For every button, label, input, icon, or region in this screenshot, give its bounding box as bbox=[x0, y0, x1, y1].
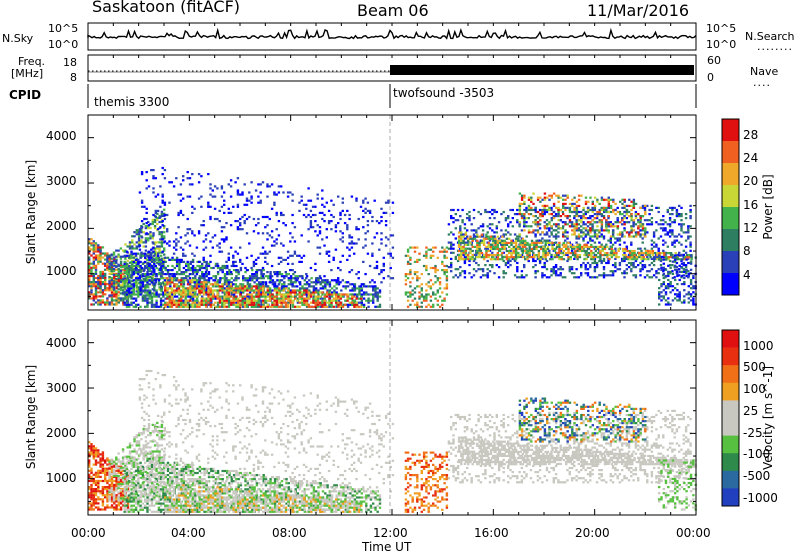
velocity-colorbar-frame bbox=[721, 329, 740, 507]
colorbar-band bbox=[722, 418, 739, 436]
power-ylabel: Slant Range [km] bbox=[24, 160, 38, 264]
noise-right-tick-top: 10^5 bbox=[706, 22, 737, 35]
colorbar-band bbox=[722, 488, 739, 507]
velocity-ytick-3000: 3000 bbox=[46, 381, 77, 395]
beam-title: Beam 06 bbox=[357, 1, 429, 20]
velocity-cbar-tick-minus1000: -1000 bbox=[743, 491, 778, 505]
xtick-0400: 04:00 bbox=[171, 526, 206, 540]
cpid-label: CPID bbox=[9, 88, 42, 102]
velocity-ytick-1000: 1000 bbox=[46, 471, 77, 485]
nsearch-label: N.Search bbox=[745, 30, 795, 43]
colorbar-band bbox=[722, 470, 739, 489]
power-ytick-3000: 3000 bbox=[46, 174, 77, 188]
noise-left-tick-bottom: 10^0 bbox=[48, 38, 79, 51]
freq-unit-label: [MHz] bbox=[11, 67, 44, 80]
power-cbar-tick-16: 16 bbox=[743, 198, 759, 212]
colorbar-band bbox=[722, 229, 739, 252]
power-colorbar-frame bbox=[721, 118, 740, 296]
velocity-panel bbox=[87, 319, 697, 516]
nave-label: Nave bbox=[750, 65, 779, 78]
xtick-1200: 12:00 bbox=[373, 526, 408, 540]
xtick-0000: 00:00 bbox=[71, 526, 106, 540]
power-ytick-1000: 1000 bbox=[46, 264, 77, 278]
xtick-2400: 00:00 bbox=[676, 526, 711, 540]
colorbar-band bbox=[722, 119, 739, 142]
colorbar-band bbox=[722, 400, 739, 419]
velocity-cbar-tick-1000: 1000 bbox=[743, 339, 774, 353]
velocity-colorbar bbox=[722, 330, 739, 507]
nsky-label: N.Sky bbox=[2, 32, 34, 45]
velocity-cbar-tick-100: 100 bbox=[743, 382, 766, 396]
nave-block-twofsound bbox=[390, 65, 694, 75]
velocity-ytick-4000: 4000 bbox=[46, 336, 77, 350]
power-cbar-tick-20: 20 bbox=[743, 174, 759, 188]
colorbar-band bbox=[722, 330, 739, 348]
nave-dots: .... bbox=[753, 76, 771, 89]
power-cbar-tick-28: 28 bbox=[743, 128, 759, 142]
colorbar-band bbox=[722, 382, 739, 401]
colorbar-band bbox=[722, 207, 739, 230]
station-title: Saskatoon (fitACF) bbox=[92, 0, 241, 16]
velocity-cbar-tick-500: 500 bbox=[743, 360, 766, 374]
velocity-ylabel: Slant Range [km] bbox=[24, 365, 38, 469]
velocity-cbar-tick-minus25: -25 bbox=[743, 426, 763, 440]
colorbar-band bbox=[722, 435, 739, 454]
power-cbar-tick-8: 8 bbox=[743, 244, 751, 258]
colorbar-band bbox=[722, 251, 739, 274]
colorbar-band bbox=[722, 163, 739, 186]
power-ytick-2000: 2000 bbox=[46, 219, 77, 233]
xaxis-title: Time UT bbox=[362, 540, 412, 554]
cpid-label-themis: themis 3300 bbox=[94, 95, 170, 109]
cpid-label-twofsound: twofsound -3503 bbox=[393, 86, 495, 100]
noise-panel-frame bbox=[87, 22, 697, 51]
noise-left-tick-top: 10^5 bbox=[48, 22, 79, 35]
noise-right-tick-bottom: 10^0 bbox=[706, 38, 737, 51]
axis-ticks bbox=[87, 23, 697, 515]
freq-left-tick-bottom: 8 bbox=[70, 71, 77, 84]
velocity-cells bbox=[88, 369, 697, 513]
velocity-cbar-tick-25: 25 bbox=[743, 404, 759, 418]
power-ytick-4000: 4000 bbox=[46, 129, 77, 143]
noise-trace bbox=[87, 27, 697, 40]
power-colorbar-label: Power [dB] bbox=[761, 174, 775, 239]
colorbar-band bbox=[722, 141, 739, 164]
colorbar-band bbox=[722, 347, 739, 366]
power-colorbar bbox=[722, 119, 739, 296]
power-cbar-tick-4: 4 bbox=[743, 268, 751, 282]
freq-label: Freq. bbox=[18, 55, 46, 68]
xtick-2000: 20:00 bbox=[575, 526, 610, 540]
velocity-colorbar-label: Velocity [m s^-1] bbox=[761, 366, 775, 470]
xtick-1600: 16:00 bbox=[474, 526, 509, 540]
freq-right-tick-top: 60 bbox=[707, 54, 721, 67]
colorbar-band bbox=[722, 453, 739, 472]
freq-right-tick-bottom: 0 bbox=[707, 71, 714, 84]
colorbar-band bbox=[722, 365, 739, 384]
colorbar-band bbox=[722, 185, 739, 208]
power-cbar-tick-12: 12 bbox=[743, 221, 759, 235]
velocity-cbar-tick-minus500: -500 bbox=[743, 469, 771, 483]
nsearch-dots: ........ bbox=[757, 40, 793, 53]
power-cells bbox=[88, 166, 697, 308]
xtick-0800: 08:00 bbox=[272, 526, 307, 540]
power-cbar-tick-24: 24 bbox=[743, 151, 759, 165]
date-title: 11/Mar/2016 bbox=[587, 1, 690, 20]
velocity-cbar-tick-minus100: -100 bbox=[743, 447, 771, 461]
colorbar-band bbox=[722, 273, 739, 296]
power-panel bbox=[87, 114, 697, 311]
velocity-ytick-2000: 2000 bbox=[46, 426, 77, 440]
freq-left-tick-top: 18 bbox=[63, 56, 77, 69]
